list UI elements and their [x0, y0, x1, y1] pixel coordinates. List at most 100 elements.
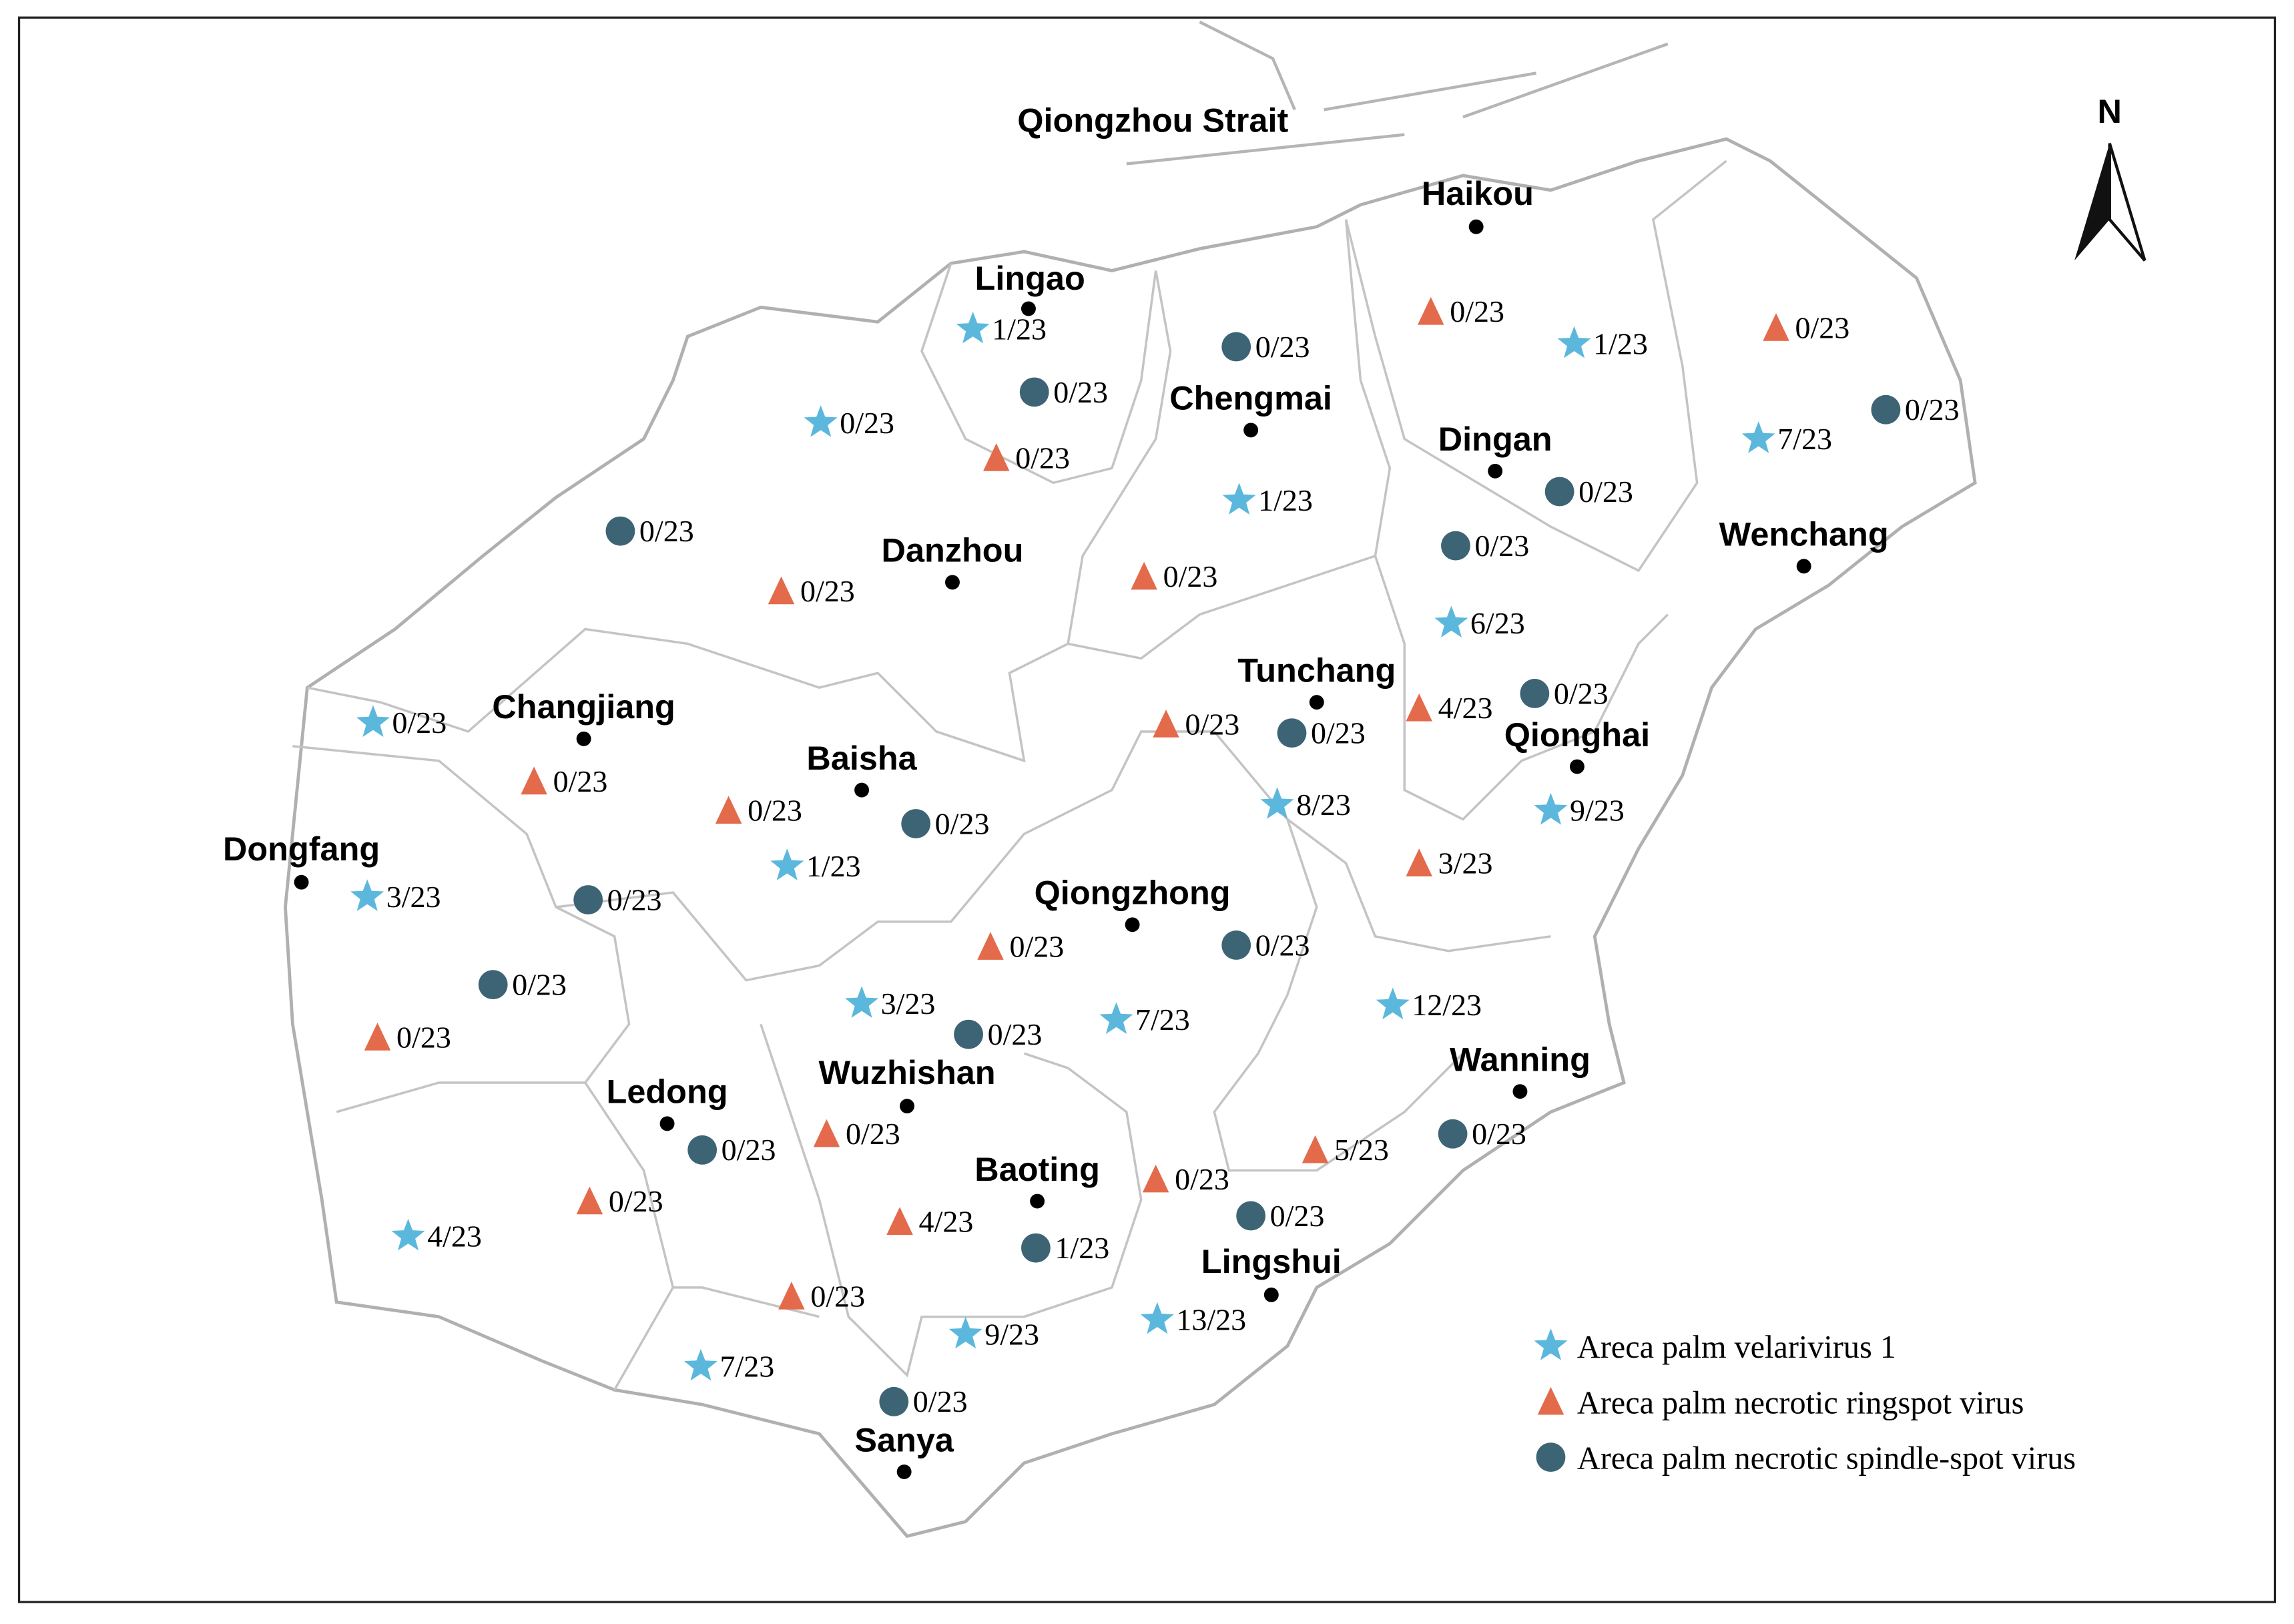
circle-marker — [1236, 1201, 1266, 1231]
site-label: 0/23 — [1015, 441, 1070, 475]
site-label: 3/23 — [1438, 846, 1493, 880]
site-label: 4/23 — [427, 1219, 482, 1253]
circle-marker — [687, 1135, 718, 1165]
star-marker — [956, 311, 990, 344]
site-label: 6/23 — [1470, 606, 1525, 640]
site-label: 0/23 — [1185, 707, 1239, 741]
triangle-marker — [983, 443, 1010, 471]
circle-marker — [1536, 1442, 1566, 1472]
triangle-marker — [715, 796, 742, 824]
city-label: Ledong — [607, 1073, 728, 1111]
circle-marker — [1544, 477, 1574, 507]
site-label: 0/23 — [913, 1384, 968, 1418]
star-marker — [1434, 605, 1468, 638]
triangle-marker — [1406, 693, 1432, 722]
triangle-marker — [813, 1119, 840, 1147]
star-marker — [845, 986, 879, 1018]
circle-marker — [1520, 679, 1550, 708]
triangle-marker — [576, 1186, 603, 1215]
star-marker — [683, 1348, 718, 1381]
site-label: 0/23 — [1270, 1199, 1325, 1233]
site-label: 5/23 — [1334, 1133, 1389, 1167]
site-label: 0/23 — [396, 1020, 451, 1054]
city-label: Lingshui — [1201, 1242, 1342, 1280]
circle-marker — [1871, 394, 1901, 425]
site-label: 4/23 — [919, 1205, 974, 1239]
city-dot — [1021, 301, 1036, 316]
triangle-marker — [1763, 313, 1789, 341]
city-dot — [1263, 1287, 1279, 1302]
site-label: 0/23 — [1795, 310, 1850, 344]
city-label: Dongfang — [223, 830, 380, 868]
circle-marker — [954, 1019, 984, 1049]
city-label: Wenchang — [1719, 515, 1889, 553]
city-label: Tunchang — [1237, 651, 1396, 689]
site-label: 0/23 — [1554, 676, 1609, 710]
star-marker — [1741, 421, 1775, 453]
north-arrow: N — [2074, 92, 2146, 262]
star-marker — [1222, 483, 1256, 515]
city-dot — [1125, 917, 1140, 932]
site-label: 0/23 — [935, 806, 990, 840]
site-label: 0/23 — [607, 882, 662, 916]
city-dot — [659, 1116, 675, 1131]
site-label: 0/23 — [810, 1279, 865, 1313]
site-label: 0/23 — [800, 574, 855, 608]
site-label: 0/23 — [1579, 475, 1633, 509]
triangle-marker — [1406, 848, 1432, 876]
city-label: Chengmai — [1169, 379, 1332, 417]
star-marker — [1140, 1302, 1174, 1334]
site-label: 0/23 — [553, 764, 608, 798]
star-marker — [1557, 326, 1591, 358]
triangle-marker — [778, 1282, 805, 1310]
triangle-marker — [768, 576, 795, 605]
site-label: 0/23 — [1255, 928, 1310, 962]
city-dot — [1796, 559, 1811, 574]
site-label: 7/23 — [1135, 1003, 1190, 1037]
strait-label: Qiongzhou Strait — [1017, 101, 1288, 139]
site-label: 1/23 — [1593, 326, 1648, 360]
north-label: N — [2098, 92, 2122, 130]
circle-marker — [1221, 930, 1251, 960]
circle-marker — [1438, 1119, 1468, 1149]
legend: Areca palm velarivirus 1 Areca palm necro… — [1534, 1328, 2076, 1476]
site-label: 12/23 — [1412, 988, 1482, 1022]
circle-marker — [573, 885, 603, 914]
site-label: 0/23 — [1905, 392, 1960, 427]
site-label: 0/23 — [1175, 1162, 1229, 1196]
city-dot — [1468, 219, 1484, 234]
legend-label: Areca palm necrotic ringspot virus — [1577, 1385, 2024, 1420]
star-marker — [1534, 1328, 1568, 1360]
triangle-marker — [977, 932, 1004, 960]
site-label: 0/23 — [840, 406, 894, 440]
triangle-marker — [886, 1207, 913, 1235]
star-marker — [770, 848, 804, 880]
site-label: 9/23 — [984, 1317, 1039, 1351]
site-label: 0/23 — [846, 1117, 900, 1151]
triangle-marker — [1153, 710, 1179, 738]
city-dot — [576, 731, 591, 746]
star-marker — [1260, 787, 1294, 819]
city-label: Danzhou — [882, 531, 1024, 569]
star-marker — [1376, 987, 1410, 1020]
circle-marker — [879, 1386, 909, 1416]
city-label: Sanya — [854, 1420, 954, 1458]
site-label: 1/23 — [806, 849, 861, 883]
site-label: 0/23 — [748, 794, 802, 828]
triangle-marker — [1537, 1386, 1564, 1415]
circle-marker — [1021, 1233, 1051, 1263]
city-dot — [896, 1464, 912, 1480]
site-label: 7/23 — [1777, 422, 1832, 456]
circle-marker — [478, 970, 508, 1000]
circle-marker — [605, 516, 635, 546]
site-label: 3/23 — [881, 987, 936, 1021]
city-label: Lingao — [975, 259, 1085, 297]
circle-marker — [1277, 718, 1307, 748]
triangle-marker — [364, 1023, 391, 1051]
city-label: Baoting — [974, 1150, 1100, 1188]
site-label: 9/23 — [1570, 794, 1625, 828]
city-label: Qionghai — [1504, 716, 1650, 754]
triangle-marker — [1131, 561, 1157, 590]
